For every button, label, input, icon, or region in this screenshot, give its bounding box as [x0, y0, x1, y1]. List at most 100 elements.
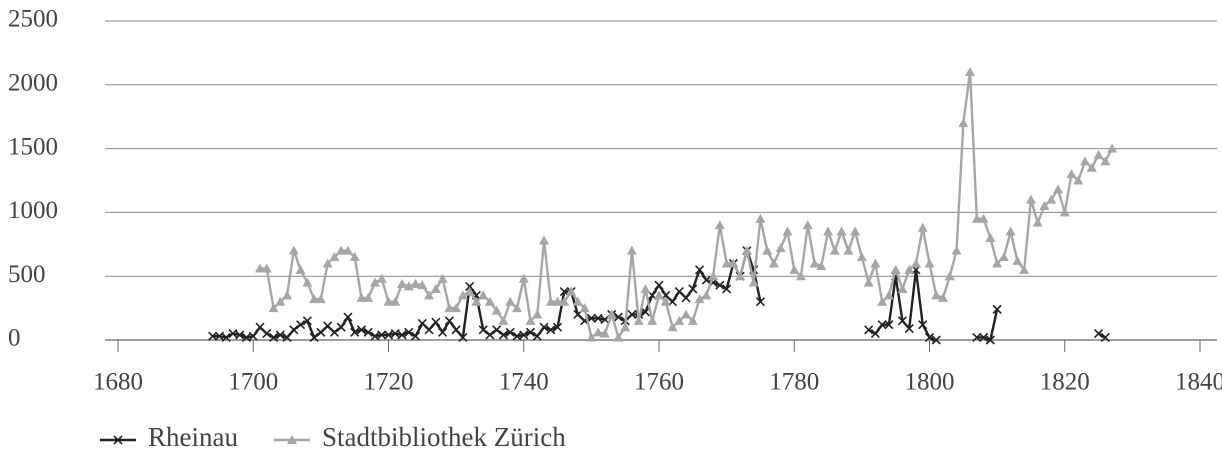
marker	[884, 320, 894, 330]
x-tick-label: 1820	[1040, 369, 1090, 396]
marker	[877, 296, 888, 306]
marker	[329, 327, 339, 337]
marker	[931, 335, 941, 345]
marker	[856, 252, 867, 262]
marker	[728, 258, 739, 268]
marker	[457, 290, 468, 300]
marker	[424, 325, 434, 335]
marker	[998, 252, 1009, 262]
marker	[850, 226, 861, 236]
marker	[390, 296, 401, 306]
marker	[938, 292, 949, 302]
marker	[532, 309, 543, 319]
marker	[1093, 329, 1104, 339]
marker	[647, 315, 658, 325]
marker	[350, 327, 360, 337]
marker	[897, 316, 908, 326]
y-tick-label: 2000	[8, 70, 58, 97]
marker	[965, 67, 976, 77]
marker	[687, 315, 698, 325]
marker	[863, 277, 874, 287]
marker	[113, 435, 123, 445]
marker	[972, 332, 982, 343]
marker	[268, 332, 279, 343]
marker	[369, 277, 380, 287]
marker	[599, 328, 610, 338]
marker	[741, 245, 752, 255]
marker	[539, 322, 549, 332]
marker	[1059, 207, 1070, 217]
marker	[492, 325, 502, 335]
marker	[519, 330, 529, 340]
marker	[1046, 194, 1057, 204]
marker	[816, 260, 827, 270]
marker	[829, 245, 840, 255]
marker	[512, 331, 522, 341]
marker	[228, 329, 238, 339]
marker	[241, 332, 252, 343]
marker	[296, 320, 306, 330]
marker	[667, 322, 678, 332]
marker	[1100, 156, 1111, 166]
marker	[363, 292, 374, 302]
marker	[735, 271, 746, 281]
marker	[268, 303, 279, 313]
marker	[255, 263, 266, 273]
marker	[910, 258, 921, 268]
marker	[559, 296, 570, 306]
x-tick-label: 1740	[499, 369, 549, 396]
marker	[525, 327, 536, 337]
marker	[451, 303, 462, 313]
y-tick-label: 1000	[8, 197, 58, 224]
marker	[883, 290, 894, 300]
marker	[478, 325, 488, 335]
marker	[532, 331, 542, 341]
y-tick-label: 2500	[8, 6, 58, 33]
marker	[458, 332, 468, 343]
marker	[640, 283, 651, 293]
marker	[579, 303, 590, 313]
marker	[302, 316, 312, 326]
marker	[511, 303, 522, 313]
marker	[410, 331, 421, 341]
marker	[701, 275, 711, 285]
marker	[417, 280, 428, 290]
marker	[214, 331, 225, 341]
marker	[518, 273, 529, 283]
marker	[322, 258, 333, 268]
marker	[289, 325, 299, 335]
marker	[809, 258, 820, 268]
marker	[1066, 169, 1077, 179]
marker	[505, 327, 515, 337]
marker	[877, 320, 887, 330]
marker	[329, 252, 340, 262]
marker	[282, 290, 293, 300]
marker	[775, 243, 786, 253]
marker	[714, 220, 725, 230]
marker	[633, 315, 644, 325]
marker	[485, 330, 495, 340]
marker	[539, 235, 550, 245]
marker	[370, 331, 380, 341]
marker	[979, 332, 989, 343]
x-tick-label: 1760	[634, 369, 684, 396]
legend-item: Stadtbibliothek Zürich	[273, 422, 566, 452]
marker	[958, 118, 969, 128]
marker	[1032, 217, 1043, 227]
marker	[465, 281, 475, 291]
marker	[498, 330, 509, 340]
marker	[383, 330, 394, 340]
marker	[1025, 194, 1036, 204]
marker	[505, 296, 516, 306]
marker	[288, 245, 299, 255]
marker	[471, 296, 482, 306]
marker	[343, 312, 353, 322]
marker	[248, 331, 258, 341]
marker	[431, 317, 441, 327]
marker	[1012, 255, 1023, 265]
marker	[870, 329, 880, 339]
legend-label: Rheinau	[148, 422, 238, 452]
x-tick-label: 1800	[905, 369, 955, 396]
marker	[613, 312, 623, 322]
marker	[721, 258, 732, 268]
